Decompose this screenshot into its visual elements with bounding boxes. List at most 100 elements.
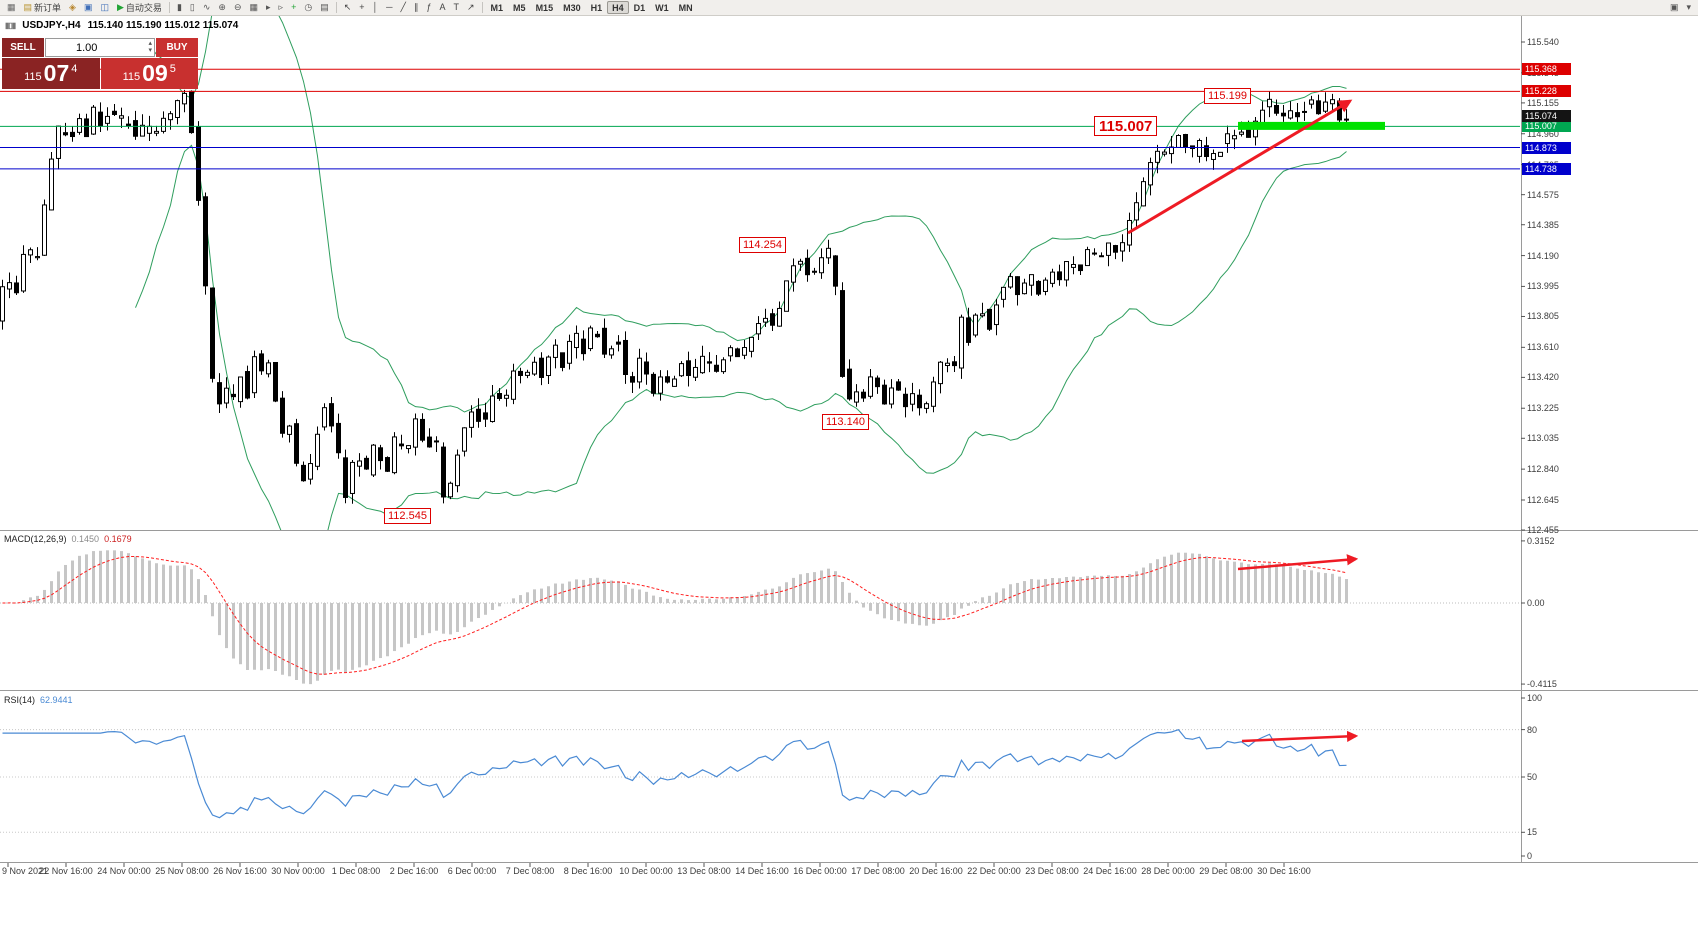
- trend-arrow-1[interactable]: [1127, 99, 1353, 235]
- market-watch-icon: ▣: [83, 2, 93, 12]
- chart-ohlc-values: 115.140 115.190 115.012 115.074: [87, 20, 239, 31]
- bollinger-lower-band: [135, 144, 1347, 530]
- new-order-button[interactable]: ▤ 新订单: [20, 1, 66, 15]
- trendline-icon: ╱: [400, 2, 406, 12]
- sell-button[interactable]: SELL: [2, 38, 44, 57]
- indicators-icon: +: [291, 2, 297, 12]
- indicators-icon[interactable]: +: [287, 1, 300, 15]
- volume-input[interactable]: 1.00 ▴ ▾: [45, 38, 155, 57]
- timeframe-button-h4[interactable]: H4: [607, 1, 629, 14]
- volume-up-arrow[interactable]: ▴: [148, 40, 152, 47]
- timeframe-button-w1[interactable]: W1: [655, 2, 669, 13]
- label-icon: T: [453, 2, 459, 12]
- macd-indicator-label: MACD(12,26,9) 0.1450 0.1679: [4, 534, 132, 544]
- autotrading-button[interactable]: ▶ 自动交易: [113, 1, 166, 15]
- candlestick-chart-icon[interactable]: ▯: [186, 1, 199, 15]
- charts-grid-icon[interactable]: ▦: [3, 1, 20, 15]
- rsi-value: 62.9441: [40, 695, 73, 705]
- toolbar-separator: [168, 2, 170, 13]
- trend-arrow-3[interactable]: [1241, 730, 1359, 743]
- timeframe-button-m1[interactable]: M1: [490, 2, 504, 13]
- market-watch-icon[interactable]: ▣: [80, 1, 97, 15]
- horizontal-line-icon[interactable]: ─: [382, 1, 396, 15]
- new-order-button: ▤: [23, 2, 33, 12]
- chart-shift-icon[interactable]: ▹: [275, 1, 288, 15]
- new-order-button-label: 新订单: [34, 3, 62, 13]
- fibonacci-icon: ƒ: [426, 2, 432, 12]
- data-window-icon: ◫: [100, 2, 109, 12]
- trend-arrow-2[interactable]: [1237, 554, 1359, 571]
- periods-icon: ◷: [304, 2, 313, 12]
- rsi-line: [2, 729, 1347, 819]
- toolbar: ▦ ▤ 新订单 ◈ ▣ ◫ ▶ 自动交易 ▮ ▯ ∿ ⊕ ⊖ ▦ ▸ ▹ + ◷ ▤ ↖ + │ ─ ╱ ∥ ƒ A T ↗ M1 M5 M1…: [0, 0, 1698, 16]
- sell-price-sup: 4: [71, 63, 78, 75]
- zoom-in-icon: ⊕: [218, 2, 226, 12]
- bollinger-upper-band: [135, 16, 1347, 413]
- channel-icon: ∥: [413, 2, 419, 12]
- autotrading-button: ▶: [117, 2, 124, 12]
- chart-symbol-icon: ▮▯▮: [5, 21, 16, 30]
- buy-price-sup: 5: [169, 63, 176, 75]
- sell-price-big: 07: [43, 60, 70, 86]
- periods-icon[interactable]: ◷: [300, 1, 316, 15]
- zoom-out-icon: ⊖: [233, 2, 242, 12]
- buy-button[interactable]: BUY: [156, 38, 198, 57]
- zoom-in-icon[interactable]: ⊕: [214, 1, 230, 15]
- timeframe-button-m15[interactable]: M15: [535, 2, 554, 13]
- cursor-icon: ↖: [343, 2, 352, 12]
- volume-value: 1.00: [76, 41, 98, 54]
- crosshair-icon: +: [359, 2, 365, 12]
- toolbar-separator: [481, 2, 483, 13]
- rsi-name: RSI(14): [4, 695, 36, 705]
- macd-histogram: [8, 550, 1348, 685]
- crosshair-icon[interactable]: +: [355, 1, 368, 15]
- channel-icon[interactable]: ∥: [410, 1, 423, 15]
- chart-shift-icon: ▹: [278, 2, 284, 12]
- text-icon: A: [439, 2, 446, 12]
- tile-windows-icon[interactable]: ▦: [245, 1, 262, 15]
- tile-windows-icon: ▦: [249, 2, 258, 12]
- quotes-icon: ◈: [69, 2, 76, 12]
- vertical-line-icon[interactable]: │: [369, 1, 383, 15]
- candlestick-chart-icon: ▯: [189, 2, 195, 12]
- templates-icon[interactable]: ▤: [316, 1, 333, 15]
- candles-layer: [0, 89, 1349, 504]
- label-icon[interactable]: T: [449, 1, 463, 15]
- volume-down-arrow[interactable]: ▾: [148, 47, 152, 54]
- window-menu-icon[interactable]: ▣: [1666, 1, 1683, 15]
- toolbar-options-icon[interactable]: ▾: [1682, 1, 1695, 15]
- timeframe-button-m30[interactable]: M30: [563, 2, 581, 13]
- sell-price-prefix: 115: [24, 71, 42, 83]
- sell-price-button[interactable]: 115 07 4: [2, 58, 100, 89]
- zoom-out-icon[interactable]: ⊖: [230, 1, 246, 15]
- data-window-icon[interactable]: ◫: [96, 1, 113, 15]
- timeframe-button-h1[interactable]: H1: [590, 2, 603, 13]
- fibonacci-icon[interactable]: ƒ: [422, 1, 435, 15]
- timeframe-button-m5[interactable]: M5: [513, 2, 526, 13]
- green-highlight-bar[interactable]: [1238, 121, 1385, 130]
- charts-grid-icon: ▦: [7, 2, 16, 12]
- chart-info: ▮▯▮ USDJPY-,H4 115.140 115.190 115.012 1…: [5, 20, 238, 31]
- one-click-trading-panel: SELL 1.00 ▴ ▾ BUY 115 07 4 115 09 5: [2, 38, 198, 89]
- text-icon[interactable]: A: [435, 1, 449, 15]
- bars-chart-icon[interactable]: ▮: [173, 1, 186, 15]
- buy-price-button[interactable]: 115 09 5: [100, 58, 198, 89]
- line-chart-icon[interactable]: ∿: [199, 1, 215, 15]
- auto-scroll-icon[interactable]: ▸: [262, 1, 275, 15]
- macd-panel[interactable]: [0, 550, 1520, 685]
- buy-price-big: 09: [142, 60, 168, 86]
- timeframe-button-d1[interactable]: D1: [633, 2, 646, 13]
- vertical-line-icon: │: [372, 2, 379, 12]
- rsi-panel[interactable]: [0, 729, 1520, 833]
- trendline-icon[interactable]: ╱: [397, 1, 410, 15]
- cursor-icon[interactable]: ↖: [340, 1, 356, 15]
- arrow-tool-icon[interactable]: ↗: [463, 1, 479, 15]
- timeframe-button-mn[interactable]: MN: [678, 2, 693, 13]
- templates-icon: ▤: [320, 2, 329, 12]
- autotrading-button-label: 自动交易: [125, 3, 162, 13]
- main-chart-layer[interactable]: [0, 0, 1520, 578]
- toolbar-separator: [335, 2, 337, 13]
- macd-signal-line: [2, 556, 1347, 675]
- quotes-icon[interactable]: ◈: [65, 1, 80, 15]
